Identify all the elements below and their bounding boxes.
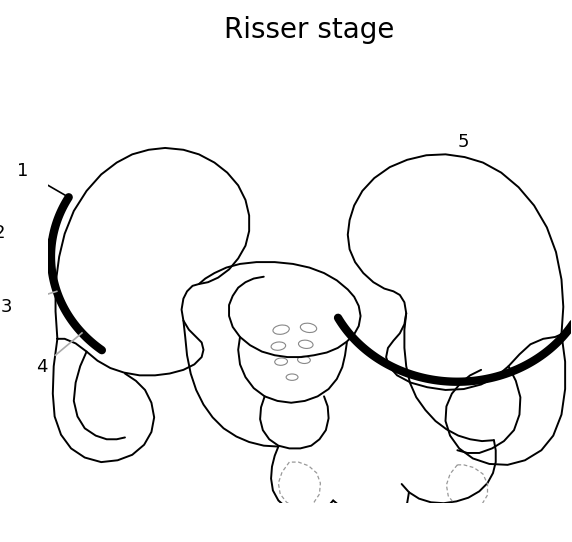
Text: 2: 2	[0, 224, 6, 242]
Text: 1: 1	[17, 162, 29, 180]
Text: Risser stage: Risser stage	[224, 16, 395, 44]
Text: 5: 5	[458, 133, 470, 151]
Text: 3: 3	[1, 298, 12, 316]
Text: 4: 4	[35, 358, 47, 376]
